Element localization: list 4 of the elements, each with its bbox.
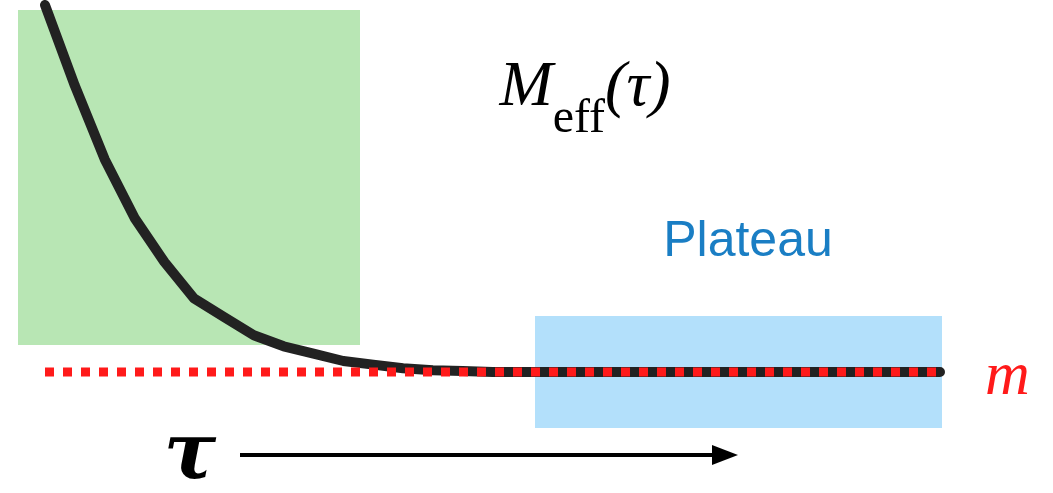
text: M$_{eff}$(τ) bbox=[498, 48, 671, 142]
x-axis-title: τ bbox=[163, 405, 217, 493]
series-label: m bbox=[985, 339, 1030, 407]
annotation: Plateau bbox=[663, 211, 833, 267]
